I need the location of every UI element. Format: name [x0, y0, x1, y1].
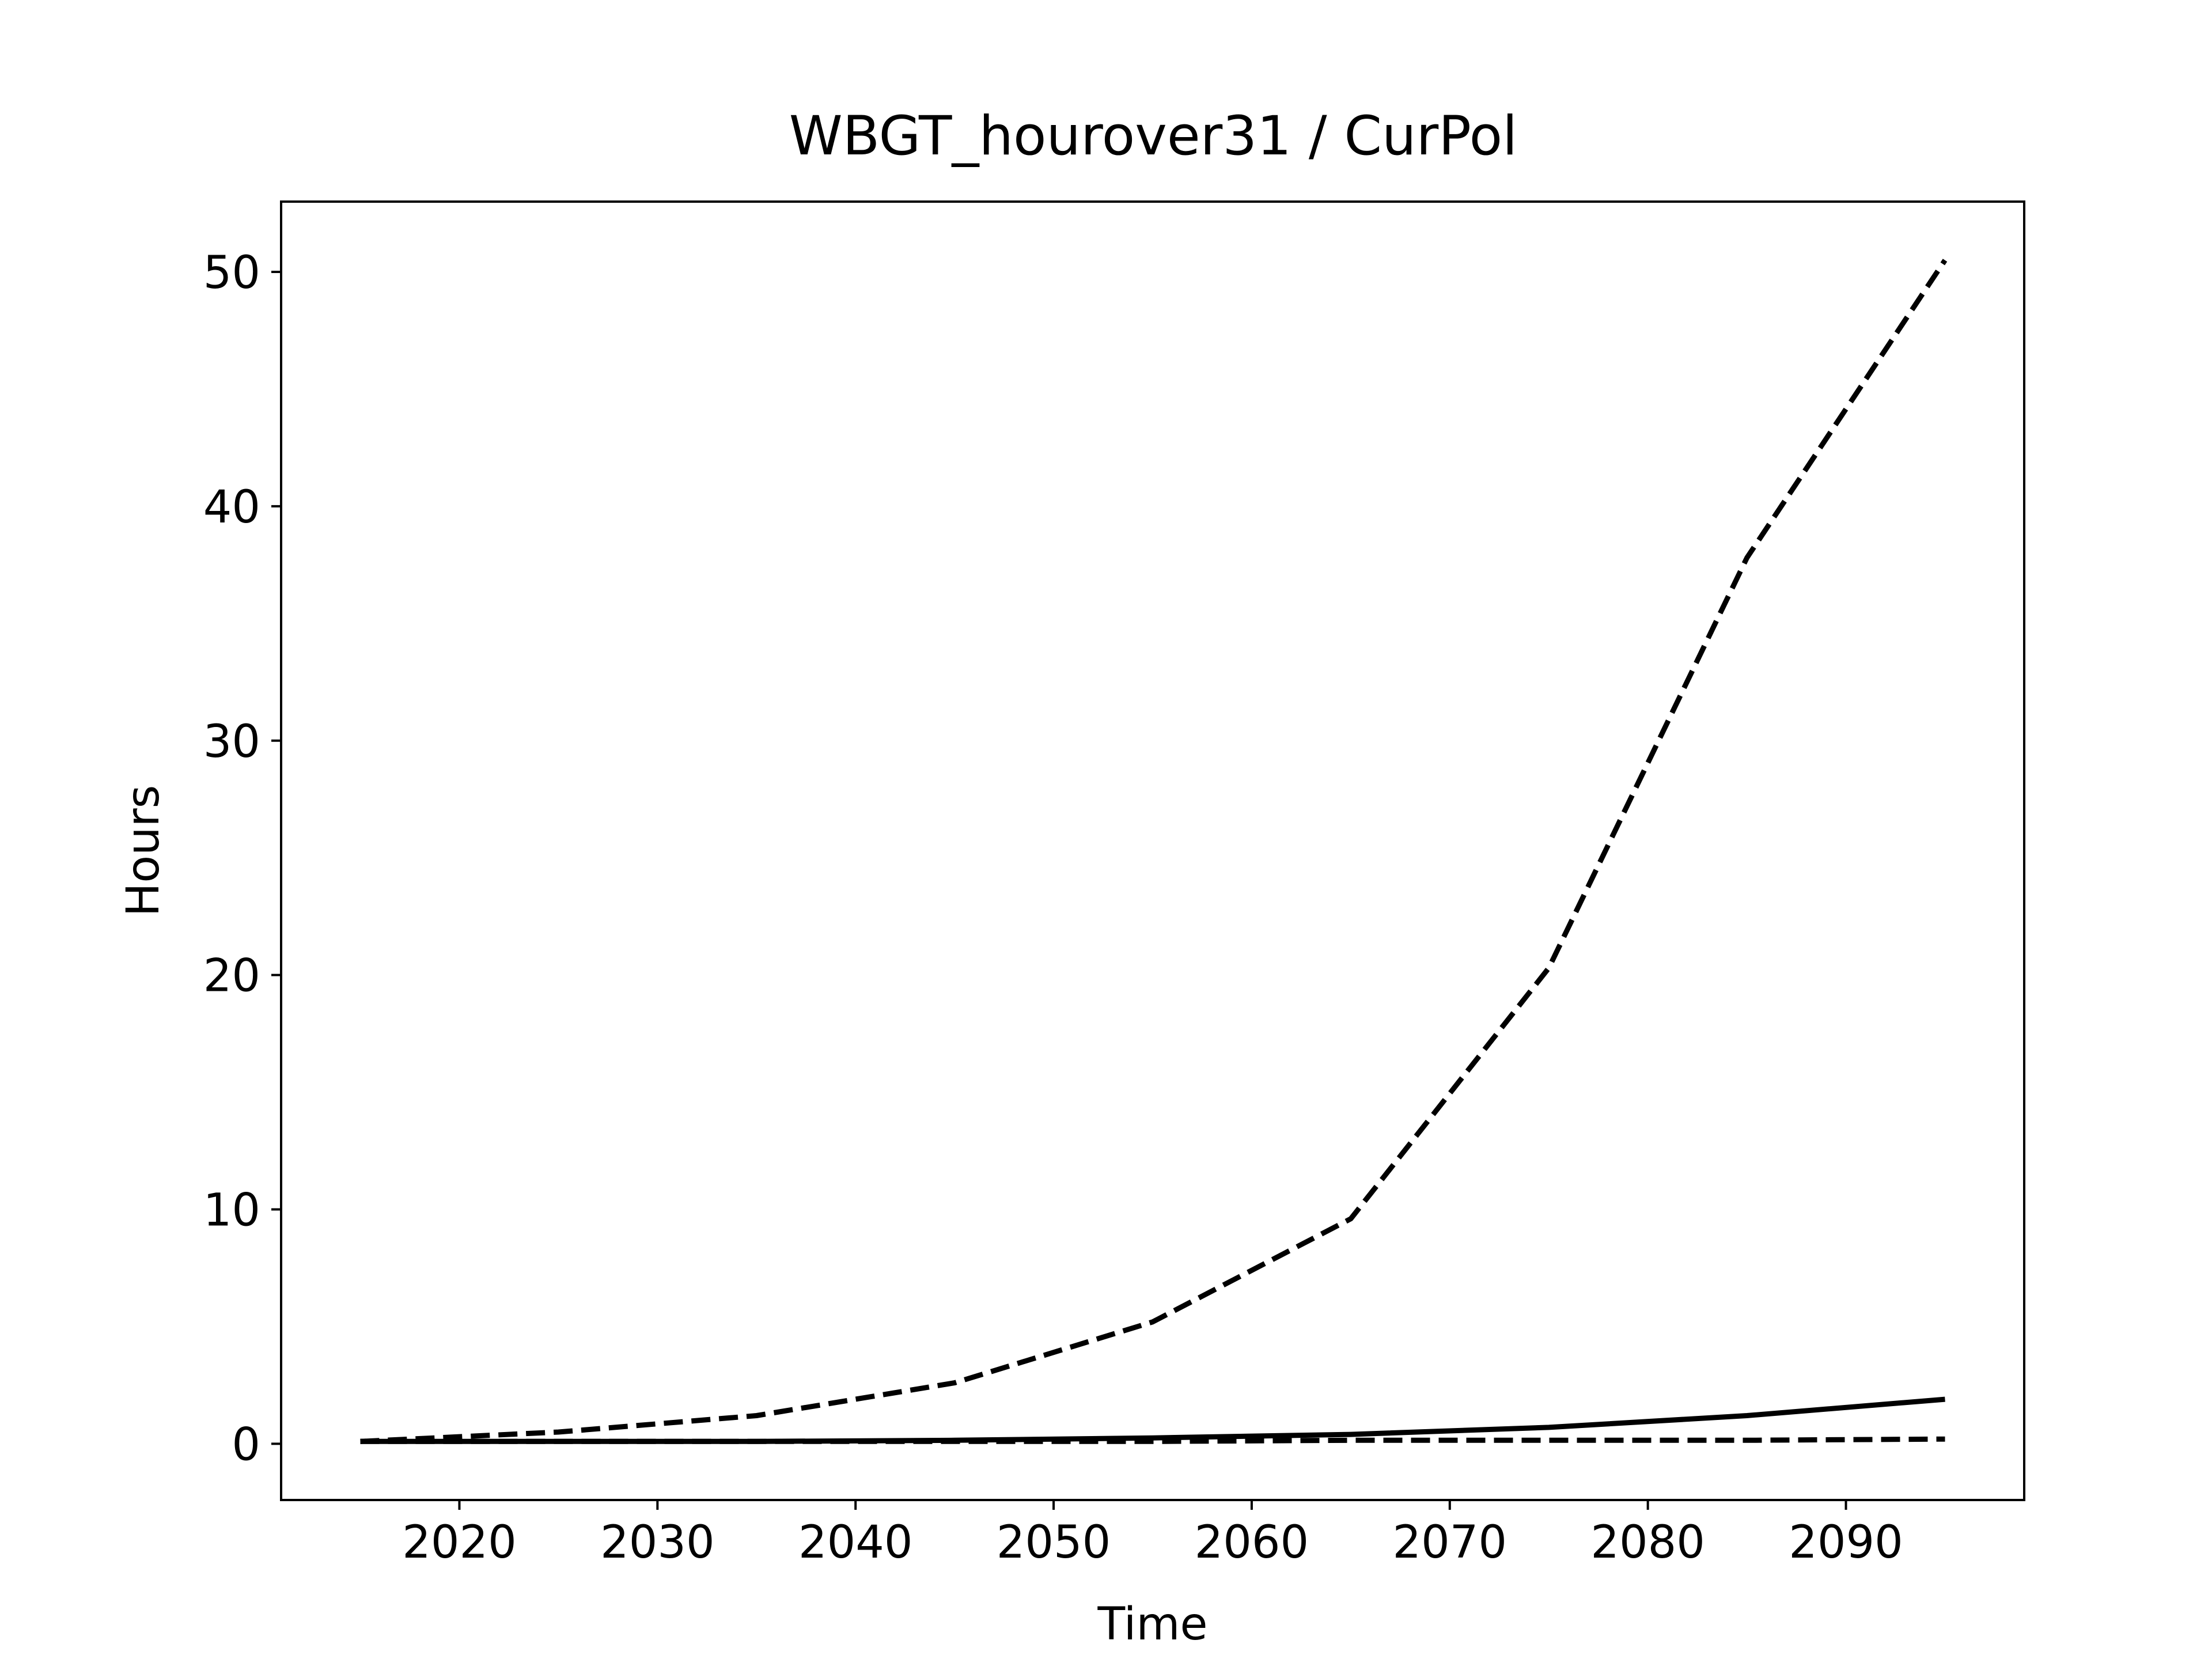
y-tick-label: 50 — [203, 247, 260, 299]
y-tick-label: 10 — [203, 1184, 260, 1236]
y-axis-label: Hours — [118, 785, 169, 917]
x-tick-label: 2030 — [600, 1517, 715, 1569]
series-line-2 — [360, 259, 1948, 1444]
x-tick-label: 2080 — [1590, 1517, 1705, 1569]
y-tick-label: 0 — [232, 1419, 260, 1471]
y-tick-label: 30 — [203, 716, 260, 768]
x-axis-ticks: 2020 2030 2040 2050 2060 2070 2080 2090 — [402, 1500, 1903, 1569]
y-axis-ticks: 0 10 20 30 40 50 — [203, 247, 281, 1471]
y-tick-label: 40 — [203, 482, 260, 533]
x-tick-label: 2090 — [1789, 1517, 1903, 1569]
series-layer — [360, 259, 1948, 1444]
chart-title: WBGT_hourover31 / CurPol — [789, 105, 1517, 168]
y-tick-label: 20 — [203, 950, 260, 1002]
x-tick-label: 2060 — [1195, 1517, 1309, 1569]
x-tick-label: 2050 — [997, 1517, 1111, 1569]
series-line-3 — [360, 1436, 1945, 1444]
x-tick-label: 2040 — [798, 1517, 913, 1569]
plot-area-frame — [280, 200, 2025, 1501]
x-tick-label: 2070 — [1393, 1517, 1508, 1569]
x-tick-label: 2020 — [402, 1517, 517, 1569]
x-axis-label: Time — [1097, 1599, 1208, 1650]
